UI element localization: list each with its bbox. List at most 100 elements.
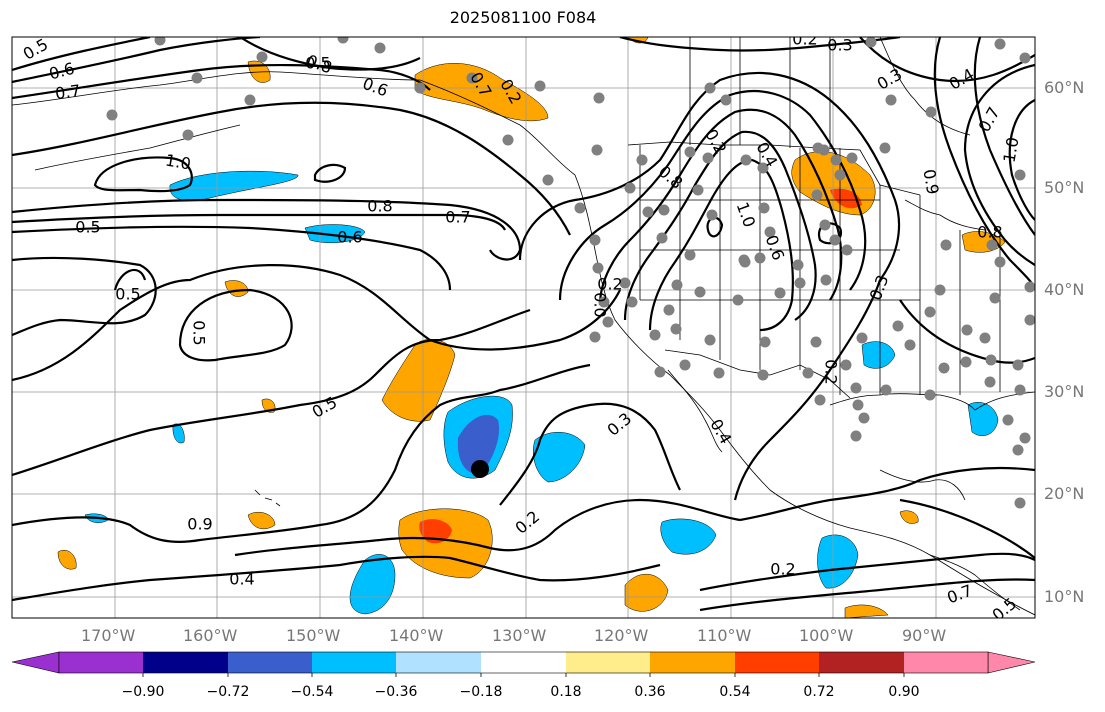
station-dot <box>820 274 832 286</box>
contour-line <box>12 63 431 100</box>
station-dot <box>924 306 936 318</box>
us-mexico-border <box>664 349 851 399</box>
gulf-of-mexico-coast <box>829 391 1035 411</box>
station-dot <box>694 286 706 298</box>
contour-line <box>963 63 1035 266</box>
contour-line <box>973 37 1035 236</box>
colorbar-segment <box>312 652 396 673</box>
map-frame <box>11 36 1036 619</box>
contour-line <box>739 466 1035 522</box>
station-dot <box>961 324 973 336</box>
station-dot <box>892 320 904 332</box>
station-dot <box>732 294 744 306</box>
station-markers <box>106 37 1035 509</box>
station-dot <box>624 182 636 194</box>
colorbar-segment <box>143 652 228 673</box>
station-dot <box>934 284 946 296</box>
station-dot <box>904 339 916 351</box>
station-dot <box>1024 314 1035 326</box>
contour-line <box>12 363 591 543</box>
contour-line <box>518 71 901 281</box>
negative-anomaly-region <box>817 534 859 589</box>
station-dot <box>374 42 386 54</box>
station-dot <box>738 254 750 266</box>
colorbar-tick-label: 0.18 <box>550 684 582 700</box>
station-dot <box>924 389 936 401</box>
station-dot <box>692 184 704 196</box>
contour-label: 0.2 <box>770 560 795 579</box>
great-lakes <box>904 199 986 231</box>
station-dot <box>989 292 1001 304</box>
latitude-label: 60°N <box>1044 78 1085 97</box>
station-dot <box>1012 444 1024 456</box>
alaska-coastline <box>12 71 576 176</box>
station-dot <box>1014 497 1026 509</box>
strong-negative-anomaly-core <box>457 414 500 474</box>
positive-anomaly-region <box>414 63 549 122</box>
station-dot <box>602 316 614 328</box>
colorbar-tick-label: 0.90 <box>888 684 920 700</box>
colorbar-max-extend <box>987 651 1036 674</box>
colorbar-segment <box>228 652 312 673</box>
longitude-label: 150°W <box>286 626 341 645</box>
station-dot <box>852 399 864 411</box>
station-dot <box>706 209 718 221</box>
colorbar <box>11 651 1036 677</box>
contour-line <box>12 225 452 291</box>
station-dot <box>649 329 661 341</box>
positive-anomaly-region <box>57 550 77 570</box>
contour-line <box>699 578 1035 612</box>
station-dot <box>754 252 766 264</box>
station-dot <box>337 37 349 44</box>
station-dot <box>1014 169 1026 181</box>
station-dot <box>856 332 868 344</box>
latitude-label: 30°N <box>1044 382 1085 401</box>
station-dot <box>542 174 554 186</box>
station-dot <box>256 51 268 63</box>
station-dot <box>794 277 806 289</box>
station-dot <box>626 296 638 308</box>
contour-label: 0.5 <box>190 320 209 345</box>
station-dot <box>834 169 846 181</box>
contour-line <box>12 308 531 477</box>
station-dot <box>885 94 897 106</box>
station-dot <box>1019 52 1031 64</box>
contour-label: 0.8 <box>977 223 1002 242</box>
station-dot <box>759 336 771 348</box>
colorbar-tick-label: −0.36 <box>374 684 418 700</box>
station-dot <box>960 356 972 368</box>
station-dot <box>244 94 256 106</box>
contour-line <box>558 90 867 301</box>
negative-anomaly-region <box>660 518 717 555</box>
colorbar-segment <box>396 652 481 673</box>
longitude-label: 100°W <box>799 626 854 645</box>
latitude-label: 20°N <box>1044 484 1085 503</box>
baja-california <box>667 369 723 453</box>
station-dot <box>663 304 675 316</box>
station-dot <box>619 277 631 289</box>
station-dot <box>502 134 514 146</box>
colorbar-min-extend <box>11 651 60 674</box>
negative-anomaly-region <box>861 341 896 369</box>
contour-line <box>648 158 794 332</box>
station-dot <box>984 376 996 388</box>
contour-label: 0.2 <box>792 30 817 49</box>
contour-label: 0.7 <box>54 81 82 103</box>
contour-line <box>12 37 151 72</box>
longitude-label: 110°W <box>697 626 752 645</box>
contour-line <box>699 552 1035 592</box>
colorbar-tick-label: 0.54 <box>719 684 751 700</box>
colorbar-tick-label: −0.72 <box>206 684 250 700</box>
station-dot <box>684 146 696 158</box>
positive-anomaly-region <box>899 510 919 524</box>
contour-line <box>313 163 347 183</box>
contour-label: 0.5 <box>115 285 140 304</box>
station-dot <box>829 234 841 246</box>
station-dot <box>757 162 769 174</box>
contour-labels: 0.50.60.70.80.50.6 0.70.2 0.30.3 0.40.51.00… <box>20 30 1023 618</box>
station-dot <box>792 259 804 271</box>
station-dot <box>880 384 892 396</box>
contour-line <box>499 402 681 506</box>
station-dot <box>671 279 683 291</box>
